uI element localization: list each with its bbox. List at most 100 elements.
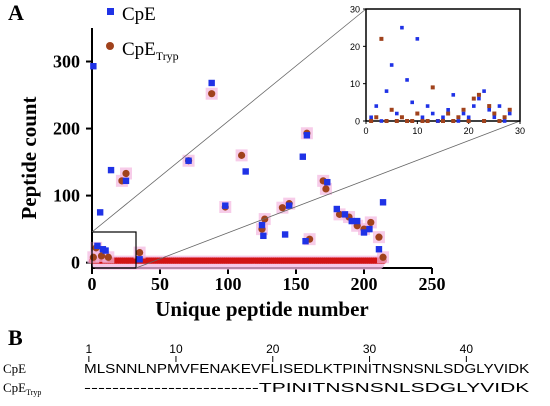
cpe-point	[136, 256, 143, 263]
inset-x-tick-label: 20	[464, 126, 474, 136]
cpe-point	[354, 217, 361, 225]
inset-y-tick-label: 10	[350, 79, 360, 89]
inset-cpe-point	[487, 108, 491, 112]
inset-cpe-point	[379, 119, 384, 123]
cpe-point	[303, 132, 311, 139]
cpe-point	[324, 178, 331, 186]
inset-cpe-point	[482, 89, 486, 93]
inset-cpe-tryp-point	[502, 115, 507, 120]
ruler-number: 1	[85, 342, 92, 356]
inset-cpe-point	[497, 104, 502, 108]
inset-cpe-point	[441, 115, 445, 120]
inset-scatter-chart: 0 10 20 30 0 10 20 30	[350, 5, 525, 137]
legend-label-cpe-tryp: CpETryp	[122, 39, 179, 63]
inset-cpe-point	[492, 115, 497, 120]
inset-cpe-point	[420, 115, 425, 120]
cpe-point	[260, 232, 267, 240]
cpe-point	[90, 63, 97, 70]
y-tick-label: 100	[53, 186, 80, 206]
cpe-point	[222, 202, 229, 209]
inset-cpe-point	[374, 104, 379, 108]
cpe-point	[122, 177, 130, 185]
inset-cpe-tryp-point	[441, 119, 445, 123]
cpe-tryp-point	[335, 210, 344, 218]
legend: CpE CpETryp	[106, 4, 179, 63]
row-label-cpe-tryp-main: CpE	[3, 380, 26, 395]
cpe-point	[102, 247, 109, 254]
cpe-point	[341, 211, 349, 218]
inset-cpe-tryp-point	[487, 104, 492, 109]
panel-a-label: A	[8, 0, 24, 25]
inset-cpe-point	[461, 111, 466, 116]
inset-cpe-point	[430, 111, 435, 116]
ruler-number: 20	[266, 342, 280, 356]
x-axis-label: Unique peptide number	[155, 297, 369, 321]
inset-cpe-tryp-point	[384, 119, 389, 123]
zoom-connector-lower	[135, 120, 521, 269]
inset-cpe-point	[456, 119, 461, 123]
cpe-tryp-point	[379, 253, 387, 261]
cpe-point	[375, 246, 383, 253]
y-tick-label: 200	[53, 119, 80, 139]
inset-cpe-tryp-point	[389, 107, 394, 112]
inset-cpe-tryp-point	[466, 119, 471, 123]
x-tick-label: 250	[419, 274, 446, 294]
sequence-text: -------------------------TPINITNSNSNLSDG…	[84, 380, 530, 395]
cpe-point	[333, 205, 340, 213]
cpe-point	[242, 168, 249, 175]
residue-ruler: 1 10 20 30 40	[85, 342, 473, 362]
cpe-tryp-point	[322, 185, 330, 193]
cpe-point	[208, 79, 215, 87]
x-tick-label: 150	[283, 274, 310, 294]
legend-marker-cpe	[107, 8, 114, 15]
inset-cpe-point	[410, 100, 414, 105]
zoom-connector-upper	[91, 8, 367, 233]
cpe-point	[366, 225, 373, 233]
inset-cpe-point	[425, 104, 430, 108]
sequence-text: MLSNNLNPMVFENAKEVFLISEDLKTPINITNSNSNLSDG…	[84, 361, 530, 376]
inset-cpe-tryp-point	[394, 119, 399, 123]
row-label-cpe-tryp-sub: Tryp	[26, 388, 41, 397]
ruler-number: 30	[363, 342, 377, 356]
inset-cpe-point	[415, 37, 420, 41]
row-label-cpe-tryp: CpETryp	[3, 380, 41, 397]
inset-cpe-tryp-point	[430, 85, 435, 90]
inset-cpe-point	[451, 93, 456, 97]
inset-cpe-tryp-point	[374, 115, 379, 120]
inset-cpe-tryp-point	[492, 111, 497, 116]
x-tick-label: 200	[351, 274, 378, 294]
cpe-point	[281, 231, 289, 238]
inset-cpe-tryp-point	[425, 119, 430, 123]
cpe-tryp-point	[104, 253, 112, 261]
inset-cpe-point	[507, 111, 512, 116]
inset-cpe-tryp-point	[405, 119, 410, 123]
inset-cpe-tryp-point	[420, 119, 425, 123]
inset-cpe-point	[446, 108, 450, 112]
cpe-tryp-point	[89, 253, 97, 261]
inset-cpe-tryp-point	[451, 119, 456, 123]
cpe-point	[107, 166, 115, 174]
x-ticks: 0 50 100 150 200 250	[88, 268, 446, 294]
y-tick-label: 0	[71, 253, 80, 273]
inset-y-tick-label: 0	[355, 117, 360, 127]
inset-cpe-point	[384, 89, 389, 93]
cpe-point	[299, 153, 306, 160]
sequence-cpe: MLSNNLNPMVFENAKEVFLISEDLKTPINITNSNSNLSDG…	[84, 361, 530, 376]
cpe-tryp-point	[375, 233, 383, 241]
inset-cpe-tryp-point	[507, 107, 512, 112]
panel-b-label: B	[8, 325, 23, 350]
inset-cpe-tryp-point	[410, 119, 415, 123]
cpe-point	[302, 237, 309, 245]
inset-cpe-tryp-point	[471, 96, 476, 101]
cpe-tryp-point	[278, 204, 286, 212]
ruler-number: 40	[460, 342, 474, 356]
y-axis-label: Peptide count	[17, 96, 41, 219]
inset-cpe-tryp-point	[399, 115, 404, 120]
cpe-point	[348, 217, 355, 225]
inset-cpe-point	[405, 78, 409, 82]
cpe-point	[94, 242, 101, 250]
inset-data-points	[369, 25, 512, 123]
zero-count-band	[88, 255, 387, 270]
sequence-cpe-tryp: -------------------------TPINITNSNSNLSDG…	[84, 380, 530, 395]
